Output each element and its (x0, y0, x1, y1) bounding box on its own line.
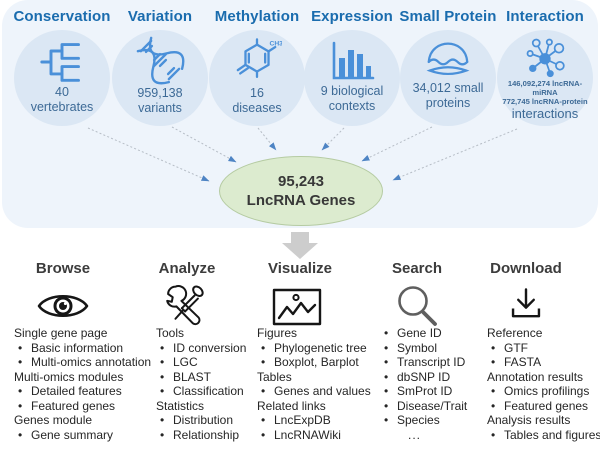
list-item: Genes module (14, 413, 93, 427)
hub-label: LncRNA Genes (246, 192, 356, 209)
module-stat: 40 vertebrates (30, 85, 94, 114)
visualize-list: Figures Phylogenetic tree Boxplot, Barpl… (257, 326, 373, 442)
module-variation: Variation 959,138 variants (105, 8, 215, 126)
list-item: Multi-omics annotation (14, 355, 154, 370)
module-circle: CH3 16 diseases (209, 30, 305, 126)
list-item: Analysis results (487, 413, 571, 427)
column-title-visualize: Visualize (268, 260, 332, 277)
list-item: Detailed features (14, 384, 154, 399)
module-circle: 40 vertebrates (14, 30, 110, 126)
module-title: Interaction (506, 8, 584, 25)
search-list: Gene ID Symbol Transcript ID dbSNP ID Sm… (380, 326, 490, 442)
network-icon (526, 38, 565, 78)
list-item: Genes and values (257, 384, 373, 399)
list-item: Phylogenetic tree (257, 341, 373, 356)
list-item: Multi-omics modules (14, 369, 124, 384)
list-item: Annotation results (487, 369, 584, 384)
browse-list: Single gene page Basic information Multi… (14, 326, 154, 442)
module-title: Conservation (13, 8, 111, 25)
list-item: Featured genes (14, 399, 154, 414)
list-item: Reference (487, 326, 543, 340)
list-item: ... (408, 427, 422, 442)
hub-count: 95,243 (278, 173, 324, 190)
bar-chart-icon (332, 41, 375, 80)
list-item: Figures (257, 326, 298, 340)
svg-text:CH3: CH3 (269, 41, 282, 48)
list-item: Classification (156, 384, 260, 399)
list-item: Distribution (156, 413, 260, 428)
module-stat: 959,138 variants (137, 86, 183, 115)
module-methylation: Methylation CH3 16 diseases (202, 8, 312, 126)
column-title-download: Download (490, 260, 562, 277)
list-item: LncRNAWiki (257, 428, 373, 443)
list-item: Tables (257, 369, 292, 384)
magnifier-icon (398, 286, 437, 326)
column-title-search: Search (391, 260, 443, 277)
module-title: Small Protein (399, 8, 497, 25)
analyze-list: Tools ID conversion LGC BLAST Classifica… (156, 326, 260, 442)
list-item: ID conversion (156, 341, 260, 356)
download-list: Reference GTF FASTA Annotation results O… (487, 326, 600, 442)
ribosome-icon (426, 42, 470, 76)
module-stat: 16 diseases (232, 86, 282, 115)
list-item: FASTA (487, 355, 600, 370)
list-item: Single gene page (14, 326, 108, 340)
list-item: Relationship (156, 428, 260, 443)
list-item: Tables and figures (487, 428, 600, 443)
module-circle: 34,012 small proteins (400, 30, 496, 126)
list-item: Related links (257, 398, 326, 413)
module-title: Methylation (214, 8, 300, 25)
module-conservation: Conservation 40 vertebrates (7, 8, 117, 126)
eye-icon (37, 294, 89, 318)
column-title-browse: Browse (35, 260, 91, 277)
list-item: SmProt ID (380, 384, 490, 399)
picture-chart-icon (272, 288, 322, 326)
list-item: LncExpDB (257, 413, 373, 428)
down-arrow-icon (282, 232, 318, 259)
module-stat: 34,012 small proteins (412, 81, 484, 110)
column-title-analyze: Analyze (158, 260, 216, 277)
methyl-hexagon-icon: CH3 (236, 38, 282, 78)
module-title: Expression (311, 8, 393, 25)
list-item: Tools (156, 326, 185, 340)
module-circle: 146,092,274 lncRNA-miRNA 772,745 lncRNA-… (497, 30, 593, 126)
list-item: LGC (156, 355, 260, 370)
lncrna-genes-hub: 95,243 LncRNA Genes (219, 156, 383, 226)
module-stat: 146,092,274 lncRNA-miRNA 772,745 lncRNA-… (502, 79, 588, 121)
tools-icon (166, 285, 204, 326)
list-item: Species (380, 413, 490, 428)
download-icon (511, 288, 541, 318)
list-item: Boxplot, Barplot (257, 355, 373, 370)
module-stat: 9 biological contexts (320, 84, 384, 113)
module-circle: 959,138 variants (112, 30, 208, 126)
list-item: Symbol (380, 341, 490, 356)
list-item: Disease/Trait (380, 399, 490, 414)
list-item: Gene ID (380, 326, 490, 341)
module-circle: 9 biological contexts (304, 30, 400, 126)
list-item: Gene summary (14, 428, 154, 443)
list-item: Omics profilings (487, 384, 600, 399)
dna-helix-icon (136, 36, 185, 85)
list-item: GTF (487, 341, 600, 356)
module-title: Variation (127, 8, 193, 25)
module-expression: Expression 9 biological contexts (297, 8, 407, 126)
list-item: dbSNP ID (380, 370, 490, 385)
list-item: BLAST (156, 370, 260, 385)
module-interaction: Interaction 146,092,274 lncRNA- (490, 8, 600, 126)
phylogenetic-tree-icon (40, 43, 80, 82)
list-item: Featured genes (487, 399, 600, 414)
list-item: Basic information (14, 341, 154, 356)
list-item: Transcript ID (380, 355, 490, 370)
list-item: Statistics (156, 398, 205, 413)
module-small-protein: Small Protein 34,012 small proteins (393, 8, 503, 126)
